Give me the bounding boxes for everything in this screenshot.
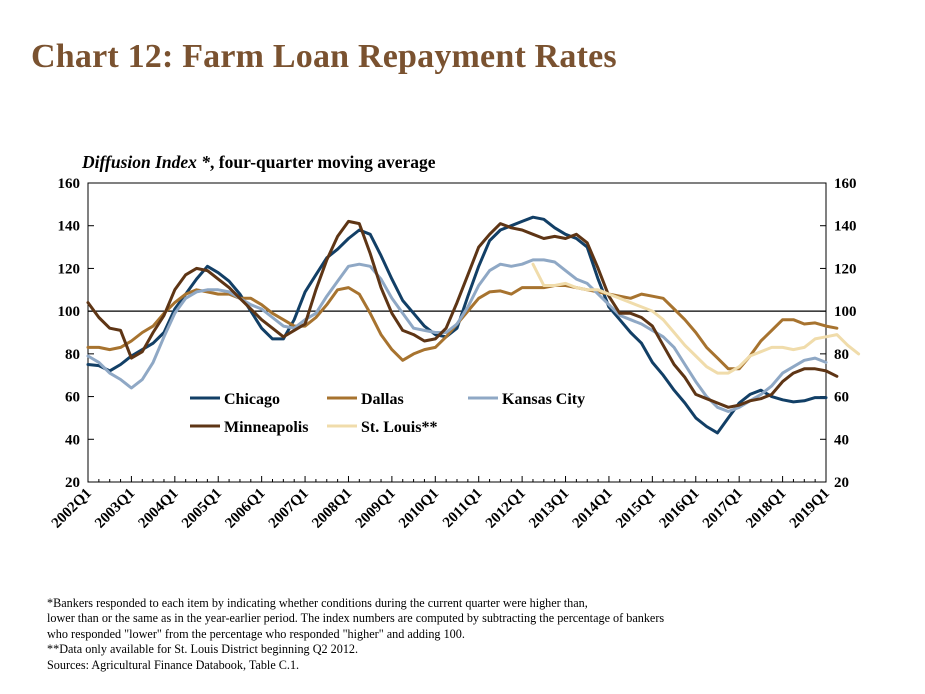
y-tick-label-left: 120 bbox=[58, 261, 81, 277]
y-tick-label-right: 40 bbox=[834, 432, 849, 448]
y-tick-label-left: 20 bbox=[65, 475, 80, 491]
footnote-line: lower than or the same as in the year-ea… bbox=[47, 611, 665, 626]
y-axis-subtitle: Diffusion Index *, four-quarter moving a… bbox=[82, 152, 436, 173]
x-tick-label: 2019Q1 bbox=[787, 486, 833, 532]
x-tick-label: 2011Q1 bbox=[440, 486, 485, 531]
series-line bbox=[86, 215, 828, 435]
y-tick-label-right: 80 bbox=[834, 347, 849, 363]
axes: 20 20 40 40 60 60 80 80 100 100 120 120 140 140 160 160… bbox=[49, 176, 857, 532]
line-chart: 20 20 40 40 60 60 80 80 100 100 120 120 140 140 160 160… bbox=[49, 176, 861, 532]
x-tick-label: 2015Q1 bbox=[613, 486, 659, 532]
x-tick-label: 2007Q1 bbox=[266, 486, 312, 532]
x-tick-label: 2010Q1 bbox=[396, 486, 442, 532]
series-lines bbox=[86, 215, 861, 435]
footnote-line: Sources: Agricultural Finance Databook, … bbox=[47, 657, 300, 672]
y-tick-label-right: 120 bbox=[834, 261, 857, 277]
legend-label: St. Louis** bbox=[361, 419, 437, 436]
legend-label: Kansas City bbox=[502, 391, 585, 408]
x-tick-label: 2003Q1 bbox=[92, 486, 138, 532]
legend-label: Dallas bbox=[361, 391, 404, 408]
x-tick-label: 2005Q1 bbox=[179, 486, 225, 532]
subtitle-rest: , four-quarter moving average bbox=[210, 152, 436, 172]
x-tick-label: 2006Q1 bbox=[222, 486, 268, 532]
y-tick-label-right: 100 bbox=[834, 304, 857, 320]
y-tick-label-left: 140 bbox=[58, 219, 81, 235]
y-tick-label-left: 100 bbox=[58, 304, 81, 320]
x-tick-label: 2008Q1 bbox=[309, 486, 355, 532]
x-tick-label: 2012Q1 bbox=[483, 486, 529, 532]
series-line bbox=[86, 258, 828, 413]
y-tick-label-left: 80 bbox=[65, 347, 80, 363]
footnote-line: who responded "lower" from the percentag… bbox=[47, 626, 465, 641]
legend-label: Chicago bbox=[224, 391, 280, 408]
x-tick-label: 2018Q1 bbox=[743, 486, 789, 532]
series-line bbox=[531, 262, 861, 375]
series-line bbox=[86, 284, 839, 371]
y-tick-label-right: 160 bbox=[834, 176, 857, 192]
plot-frame bbox=[87, 182, 827, 483]
x-tick-label: 2014Q1 bbox=[570, 486, 616, 532]
x-tick-label: 2016Q1 bbox=[657, 486, 703, 532]
y-tick-label-right: 140 bbox=[834, 219, 857, 235]
x-tick-label: 2009Q1 bbox=[353, 486, 399, 532]
y-tick-label-left: 60 bbox=[65, 390, 80, 406]
x-tick-label: 2002Q1 bbox=[49, 486, 95, 532]
legend: Chicago Dallas Kansas City Minneapolis St. L… bbox=[190, 391, 585, 436]
footnote-line: **Data only available for St. Louis Dist… bbox=[47, 642, 359, 657]
series-line bbox=[86, 219, 839, 409]
legend-label: Minneapolis bbox=[224, 419, 308, 436]
footnote-line: *Bankers responded to each item by indic… bbox=[47, 596, 588, 610]
y-tick-label-left: 160 bbox=[58, 176, 81, 192]
x-tick-label: 2013Q1 bbox=[526, 486, 572, 532]
chart-title: Chart 12: Farm Loan Repayment Rates bbox=[31, 38, 617, 75]
subtitle-italic-part: Diffusion Index * bbox=[82, 152, 211, 172]
y-tick-label-left: 40 bbox=[65, 432, 80, 448]
y-tick-label-right: 60 bbox=[834, 390, 849, 406]
x-tick-label: 2017Q1 bbox=[700, 486, 746, 532]
footnotes: *Bankers responded to each item by indic… bbox=[47, 596, 664, 673]
plot-area bbox=[87, 182, 827, 483]
x-tick-label: 2004Q1 bbox=[136, 486, 182, 532]
y-tick-label-right: 20 bbox=[834, 475, 849, 491]
